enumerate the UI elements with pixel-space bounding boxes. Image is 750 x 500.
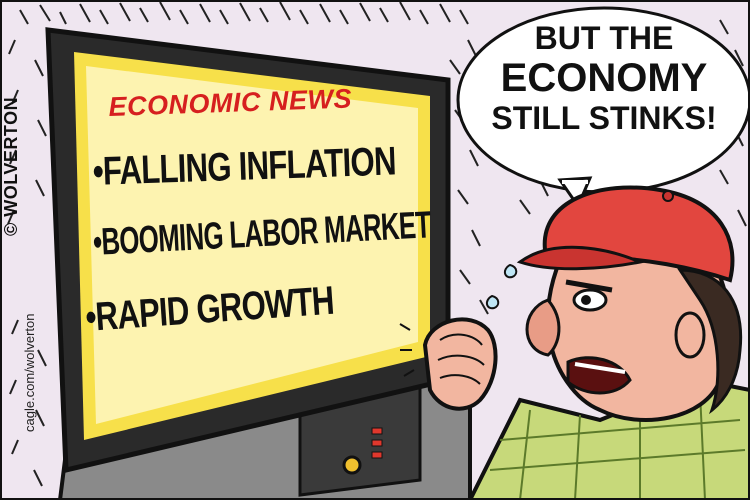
speech-bubble-text: BUT THE ECONOMY STILL STINKS! — [478, 18, 730, 138]
shirt-plaid-lines — [489, 391, 746, 500]
man-pupil — [581, 295, 591, 305]
dvr-dial — [342, 455, 362, 475]
man-hair — [677, 268, 743, 415]
fist-knuckles — [437, 333, 485, 385]
wall-hatching — [7, 1, 747, 487]
speech-line-3: STILL STINKS! — [491, 100, 717, 136]
man-nose — [525, 298, 561, 357]
raised-fist — [422, 317, 498, 411]
speech-bubble-tail — [557, 176, 593, 210]
speech-line-1: BUT THE — [534, 20, 674, 56]
man-ear — [674, 311, 706, 359]
man-eyebrow — [565, 279, 613, 293]
cap-brim — [516, 245, 646, 271]
fist-shake-lines — [399, 323, 415, 377]
dvr-lights — [371, 427, 383, 459]
sweat-drops — [486, 263, 518, 310]
tv-screen — [86, 66, 418, 424]
artist-signature: © WOLVERTON — [1, 96, 21, 236]
speech-line-2: ECONOMY — [500, 56, 708, 100]
man-teeth — [574, 362, 626, 374]
credit-url: cagle.com/wolverton — [22, 313, 37, 433]
cap-button — [662, 190, 674, 202]
